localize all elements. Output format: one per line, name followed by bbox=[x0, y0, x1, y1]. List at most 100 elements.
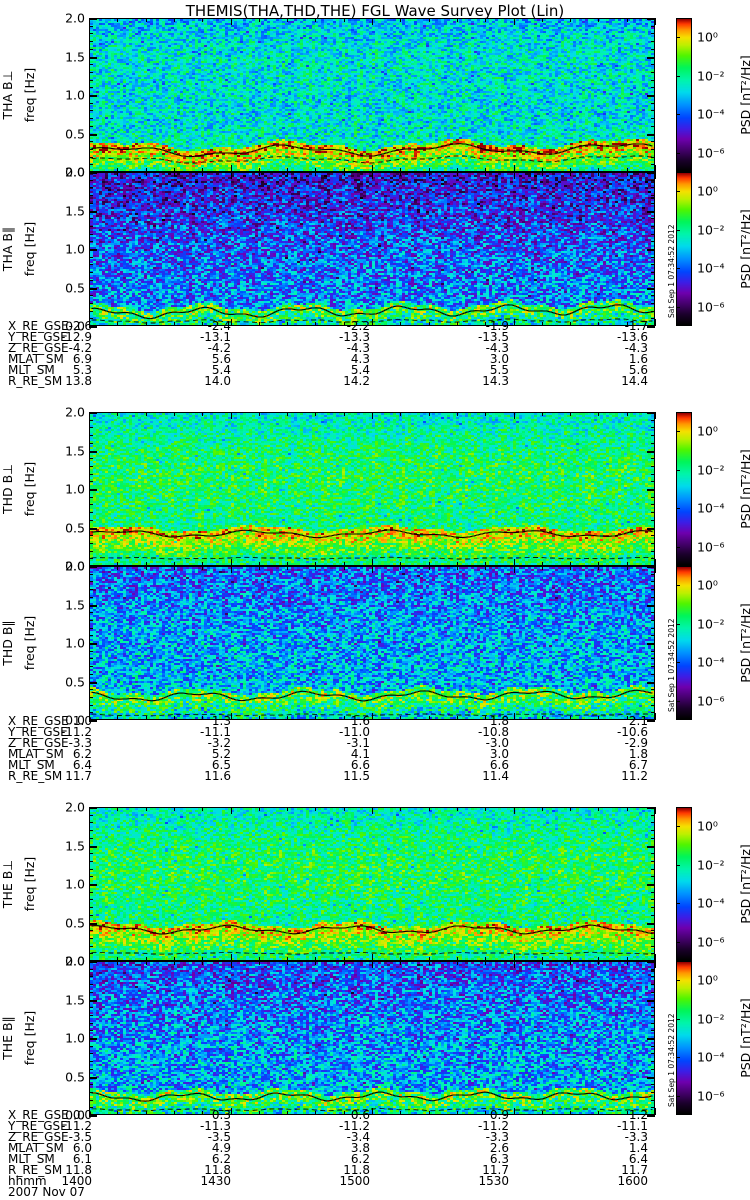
x-axis-tick bbox=[514, 165, 515, 172]
y-axis-major-tick bbox=[647, 451, 655, 453]
x-axis-tick bbox=[344, 18, 345, 22]
y-axis-minor-tick bbox=[89, 853, 93, 854]
y-axis-minor-tick bbox=[651, 180, 655, 181]
x-axis-tick bbox=[400, 412, 401, 416]
colorbar-tick bbox=[676, 470, 680, 471]
spectrogram-the-perp[interactable] bbox=[89, 807, 655, 961]
y-axis-minor-tick bbox=[651, 1015, 655, 1016]
x-axis-tick bbox=[344, 566, 345, 570]
y-axis-minor-tick bbox=[89, 110, 93, 111]
x-axis-tick bbox=[231, 559, 232, 566]
y-axis-minor-tick bbox=[651, 589, 655, 590]
x-axis-tick bbox=[315, 18, 316, 22]
y-axis-minor-tick bbox=[651, 311, 655, 312]
y-axis-minor-tick bbox=[89, 303, 93, 304]
colorbar-tick-label: 10⁻⁶ bbox=[697, 1088, 725, 1104]
x-axis-tick bbox=[344, 322, 345, 326]
y-axis-title: freq [Hz] bbox=[22, 615, 37, 671]
ephemeris-value: -11.2 bbox=[338, 1119, 370, 1133]
x-axis-tick bbox=[89, 961, 90, 968]
colorbar-tick-label: 10⁻⁶ bbox=[697, 299, 725, 315]
colorbar-tick-label: 10⁰ bbox=[697, 577, 718, 593]
ephemeris-row: X_RE_GSE 0.0 0.3 0.6 0.9 1.2 bbox=[8, 1108, 750, 1122]
ephemeris-value: -3.5 bbox=[207, 1130, 231, 1144]
ephemeris-value: 6.6 bbox=[350, 758, 370, 772]
ephemeris-value: 1.8 bbox=[628, 747, 648, 761]
ephemeris-value: 13.8 bbox=[65, 374, 92, 388]
x-axis-tick bbox=[514, 18, 515, 25]
x-axis-tick bbox=[372, 713, 373, 720]
y-axis-minor-tick bbox=[89, 830, 93, 831]
y-axis-tick-label: 1.5 bbox=[65, 443, 85, 458]
ephemeris-label: hhmm bbox=[8, 1174, 47, 1188]
ephemeris-value: 0.3 bbox=[211, 1108, 231, 1122]
spectrogram-thd-para[interactable] bbox=[89, 566, 655, 720]
x-axis-tick bbox=[117, 1111, 118, 1115]
x-axis-tick bbox=[457, 18, 458, 22]
spectrogram-tha-perp[interactable] bbox=[89, 18, 655, 172]
x-axis-tick bbox=[514, 961, 515, 968]
y-axis-tick-label: 0.5 bbox=[65, 915, 85, 930]
y-axis-major-tick bbox=[89, 807, 97, 809]
ephemeris-value: 1.6 bbox=[628, 352, 648, 366]
y-axis-minor-tick bbox=[651, 481, 655, 482]
render-timestamp: Sat Sep 1 07:34:52 2012 bbox=[667, 224, 676, 318]
x-axis-tick bbox=[542, 807, 543, 811]
y-axis-minor-tick bbox=[651, 953, 655, 954]
ephemeris-value: 2.1 bbox=[628, 714, 648, 728]
x-axis-tick bbox=[542, 1111, 543, 1115]
y-axis-minor-tick bbox=[651, 899, 655, 900]
y-axis-minor-tick bbox=[89, 264, 93, 265]
x-axis-tick bbox=[344, 716, 345, 720]
x-axis-tick bbox=[146, 18, 147, 22]
y-axis-minor-tick bbox=[651, 666, 655, 667]
ephemeris-row: MLT_SM 6.4 6.5 6.6 6.6 6.7 bbox=[8, 758, 750, 772]
y-axis-minor-tick bbox=[89, 984, 93, 985]
y-axis-minor-tick bbox=[651, 234, 655, 235]
x-axis-tick bbox=[287, 1111, 288, 1115]
x-axis-tick bbox=[485, 1111, 486, 1115]
x-axis-tick bbox=[627, 18, 628, 22]
spectrogram-the-para[interactable] bbox=[89, 961, 655, 1115]
x-axis-tick bbox=[231, 18, 232, 25]
y-axis-minor-tick bbox=[651, 946, 655, 947]
x-axis-tick bbox=[514, 412, 515, 419]
y-axis-minor-tick bbox=[651, 257, 655, 258]
x-axis-tick bbox=[259, 168, 260, 172]
x-axis-tick bbox=[598, 961, 599, 965]
x-axis-tick bbox=[287, 716, 288, 720]
ephemeris-value: -3.3 bbox=[68, 736, 92, 750]
x-axis-tick bbox=[655, 1108, 656, 1115]
ephemeris-value: -10.6 bbox=[616, 725, 648, 739]
y-axis-major-tick bbox=[647, 1038, 655, 1040]
colorbar-tick bbox=[676, 903, 680, 904]
x-axis-tick bbox=[259, 412, 260, 416]
x-axis-tick bbox=[287, 322, 288, 326]
colorbar-tick bbox=[676, 826, 680, 827]
ephemeris-value: 3.8 bbox=[350, 1141, 370, 1155]
ephemeris-value: 11.8 bbox=[65, 1163, 92, 1177]
y-axis-minor-tick bbox=[89, 1084, 93, 1085]
colorbar-tick-label: 10⁻⁶ bbox=[697, 693, 725, 709]
ephemeris-value: 11.7 bbox=[482, 1163, 509, 1177]
y-axis-minor-tick bbox=[651, 443, 655, 444]
x-axis-tick bbox=[429, 807, 430, 811]
ephemeris-value: 4.3 bbox=[350, 352, 370, 366]
ephemeris-label: MLAT_SM bbox=[8, 747, 64, 761]
x-axis-tick bbox=[570, 18, 571, 22]
ephemeris-row: MLT_SM 6.1 6.2 6.2 6.3 6.4 bbox=[8, 1153, 750, 1165]
spectrogram-thd-perp[interactable] bbox=[89, 412, 655, 566]
x-axis-tick bbox=[542, 172, 543, 176]
spectrogram-tha-para[interactable] bbox=[89, 172, 655, 326]
y-axis-minor-tick bbox=[651, 520, 655, 521]
ephemeris-date: 2007 Nov 07 bbox=[8, 1185, 85, 1199]
colorbar-tick-label: 10⁰ bbox=[697, 818, 718, 834]
y-axis-minor-tick bbox=[89, 658, 93, 659]
y-axis-minor-tick bbox=[89, 427, 93, 428]
y-axis-minor-tick bbox=[651, 72, 655, 73]
y-axis-minor-tick bbox=[89, 1030, 93, 1031]
ephemeris-value: -1.7 bbox=[624, 319, 648, 333]
y-axis-minor-tick bbox=[89, 512, 93, 513]
ephemeris-value: 1.2 bbox=[628, 1108, 648, 1122]
y-axis-minor-tick bbox=[651, 822, 655, 823]
